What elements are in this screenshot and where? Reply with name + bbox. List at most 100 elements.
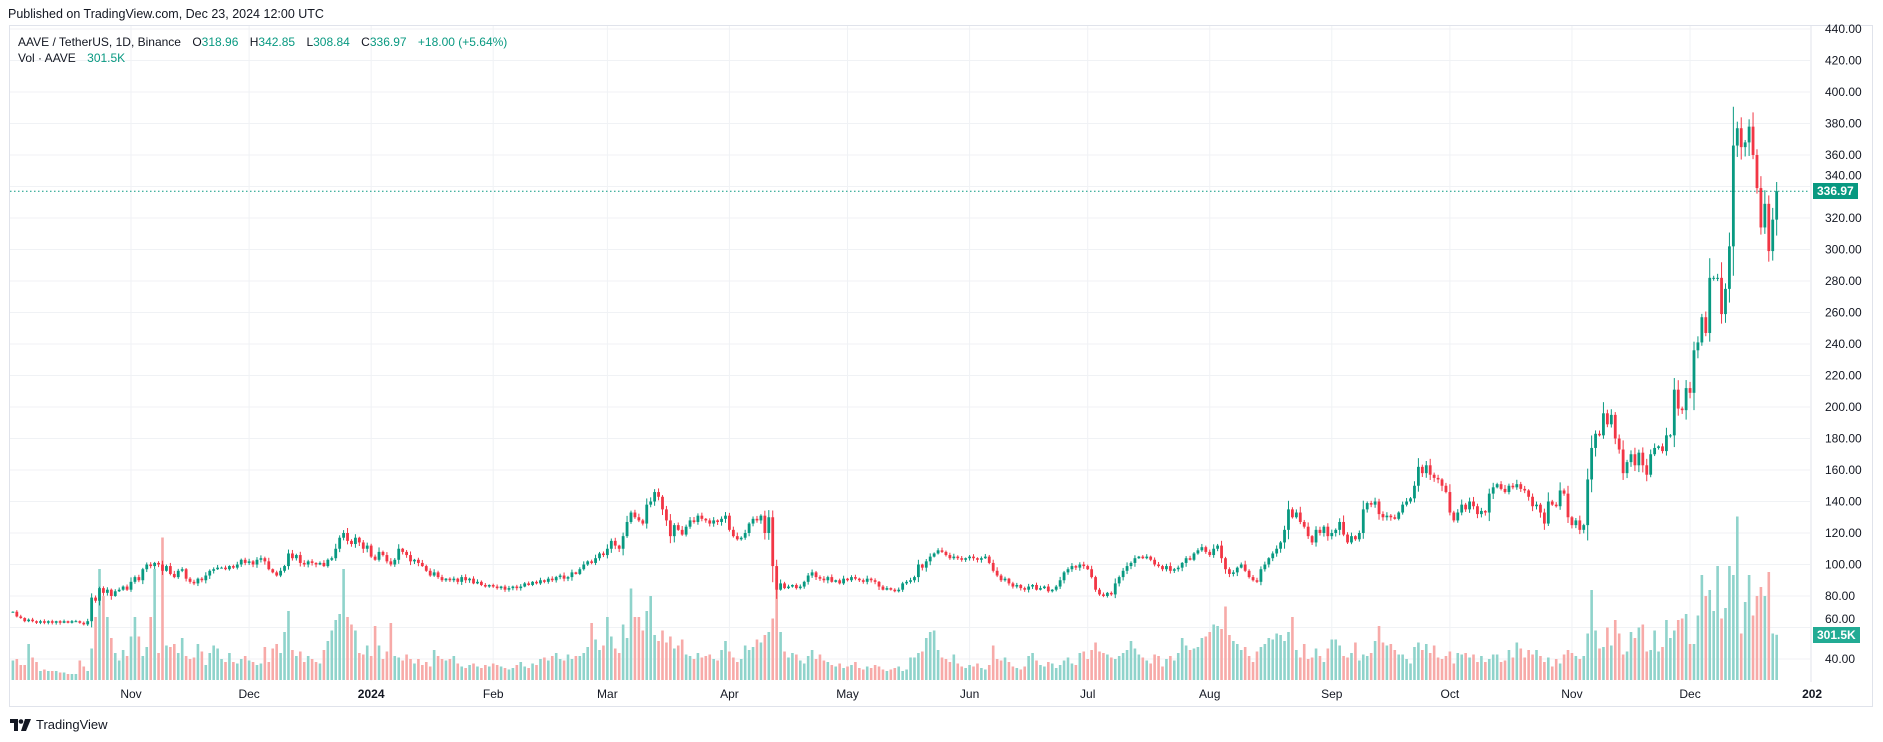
volume-label[interactable]: Vol · AAVE — [18, 51, 76, 65]
candle-body — [354, 537, 357, 545]
volume-bar — [669, 636, 672, 680]
candle-body — [865, 578, 869, 582]
volume-bar — [1456, 653, 1460, 680]
candle-body — [476, 581, 479, 584]
candle-body — [956, 556, 960, 559]
candle-body — [224, 567, 227, 570]
volume-bar — [724, 641, 727, 680]
volume-bar — [1684, 614, 1688, 680]
volume-bar — [1613, 620, 1617, 680]
volume-bar — [877, 666, 881, 680]
volume-bar — [306, 656, 310, 680]
volume-bar — [1287, 632, 1290, 680]
volume-bar — [940, 657, 944, 680]
time-axis: Nov Dec 2024 Feb Mar Apr May Jun Jul Aug Sep Oct Nov… — [120, 687, 1822, 701]
volume-bar — [15, 659, 19, 680]
grid — [10, 26, 1810, 681]
candle-body — [1145, 556, 1149, 559]
volume-bar — [838, 663, 841, 680]
candle-body — [688, 520, 692, 527]
tradingview-logo[interactable]: TradingView — [10, 717, 108, 732]
volume-bar — [1428, 653, 1432, 680]
volume-bar — [267, 662, 271, 680]
candle-body — [539, 580, 542, 584]
volume-bar — [1291, 617, 1294, 680]
candle-body — [1172, 569, 1176, 571]
candle-body — [23, 618, 27, 622]
candle-body — [1692, 350, 1696, 393]
volume-bar — [547, 660, 550, 680]
candle-body — [609, 540, 613, 549]
volume-bar — [802, 663, 806, 680]
candle-body — [361, 542, 365, 549]
candle-body — [1731, 145, 1735, 247]
volume-bar — [716, 660, 719, 680]
volume-bar — [759, 642, 763, 680]
candle-body — [129, 581, 133, 590]
candle-body — [153, 562, 157, 567]
candle-body — [409, 555, 412, 562]
volume-bar — [82, 666, 86, 680]
volume-bar — [1421, 650, 1424, 680]
volume-bar — [1153, 654, 1156, 680]
volume-bar — [314, 662, 318, 680]
candle-body — [1389, 515, 1393, 518]
candle-body — [1314, 529, 1318, 543]
volume-bar — [625, 638, 629, 680]
volume-bar — [428, 666, 432, 680]
volume-bar — [1444, 656, 1448, 680]
candle-body — [334, 548, 338, 559]
candle-body — [759, 515, 763, 521]
candle-body — [1570, 517, 1574, 526]
volume-bar — [913, 657, 916, 680]
volume-bar — [350, 624, 353, 680]
volume-bar — [1043, 666, 1046, 680]
candle-body — [1550, 501, 1554, 505]
candle-body — [1405, 501, 1408, 505]
volume-bar — [1263, 644, 1267, 680]
candle-body — [1224, 558, 1227, 570]
volume-bar — [208, 653, 212, 680]
volume-bar — [1472, 654, 1475, 680]
candle-body — [1279, 542, 1283, 549]
volume-bar — [1200, 638, 1204, 680]
candle-body — [1157, 564, 1160, 567]
candle-body — [1259, 569, 1263, 582]
candle-body — [972, 556, 975, 559]
volume-bar — [1476, 662, 1479, 680]
volume-bar — [1165, 659, 1168, 680]
volume-bar — [1606, 627, 1609, 680]
volume-bar — [361, 654, 365, 680]
volume-bar — [27, 644, 30, 680]
symbol-title[interactable]: AAVE / TetherUS, 1D, Binance — [18, 35, 181, 49]
candle-body — [598, 553, 601, 559]
time-tick-label: Feb — [483, 687, 504, 701]
candle-body — [1460, 504, 1464, 513]
candle-body — [109, 589, 113, 596]
candle-body — [1452, 512, 1456, 521]
candle-body — [176, 570, 180, 578]
candle-body — [716, 520, 720, 522]
candle-body — [204, 575, 208, 581]
candle-body — [672, 525, 676, 537]
candle-body — [393, 559, 397, 565]
candle-body — [1161, 566, 1164, 570]
volume-bar — [1637, 627, 1641, 680]
candle-body — [696, 515, 700, 522]
volume-bar — [1775, 634, 1778, 680]
candles — [11, 106, 1779, 628]
candle-body — [645, 504, 649, 524]
volume-bar — [255, 665, 259, 680]
candle-body — [15, 611, 19, 617]
price-tick-label: 240.00 — [1825, 337, 1862, 351]
candle-body — [1456, 512, 1460, 521]
volume-bar — [1688, 644, 1692, 680]
volume-bar — [684, 654, 688, 680]
candle-body — [791, 584, 794, 587]
candle-body — [1109, 592, 1113, 595]
candle-body — [554, 577, 558, 581]
time-tick-label: 2024 — [358, 687, 385, 701]
candle-body — [420, 562, 424, 567]
candle-body — [787, 586, 790, 589]
